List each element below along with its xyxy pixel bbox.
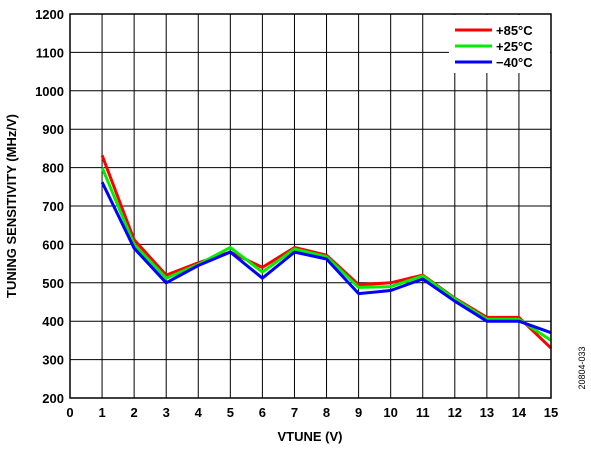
x-tick-label: 1	[98, 405, 105, 420]
y-tick-label: 1000	[35, 84, 64, 99]
x-axis-title: VTUNE (V)	[278, 429, 343, 444]
legend-label: −40°C	[496, 55, 533, 70]
x-tick-label: 4	[195, 405, 203, 420]
y-tick-labels: 200 300 400 500 600 700 800 900 1000 1100 1200	[35, 7, 64, 406]
series-lines	[100, 154, 553, 350]
y-tick-label: 500	[42, 276, 64, 291]
series-line	[100, 181, 552, 335]
x-tick-label: 7	[291, 405, 298, 420]
x-tick-label: 15	[544, 405, 558, 420]
figure-id: 20804-033	[577, 346, 587, 389]
x-tick-label: 8	[323, 405, 330, 420]
x-tick-label: 10	[383, 405, 397, 420]
y-tick-label: 600	[42, 237, 64, 252]
series-line	[100, 167, 552, 342]
y-tick-label: 900	[42, 122, 64, 137]
x-tick-label: 14	[512, 405, 527, 420]
legend-label: +85°C	[496, 23, 533, 38]
x-tick-label: 5	[227, 405, 234, 420]
x-tick-label: 6	[259, 405, 266, 420]
x-tick-label: 13	[480, 405, 494, 420]
x-tick-labels: 0 1 2 3 4 5 6 7 8 9 10 11 12 13 14 15	[66, 405, 558, 420]
y-tick-label: 800	[42, 161, 64, 176]
legend-label: +25°C	[496, 39, 533, 54]
y-tick-label: 1100	[36, 45, 64, 60]
y-tick-label: 1200	[35, 7, 64, 22]
x-tick-label: 11	[416, 405, 430, 420]
x-tick-label: 3	[163, 405, 170, 420]
x-tick-label: 9	[355, 405, 362, 420]
x-tick-label: 0	[66, 405, 73, 420]
y-tick-label: 700	[42, 199, 64, 214]
y-axis-title: TUNING SENSITIVITY (MHz/V)	[4, 114, 19, 298]
plot-frame	[69, 13, 552, 399]
y-tick-label: 400	[42, 314, 64, 329]
y-tick-label: 300	[42, 353, 64, 368]
y-tick-label: 200	[42, 391, 64, 406]
x-tick-label: 12	[448, 405, 462, 420]
legend: +85°C+25°C−40°C	[449, 15, 550, 73]
x-tick-label: 2	[131, 405, 138, 420]
